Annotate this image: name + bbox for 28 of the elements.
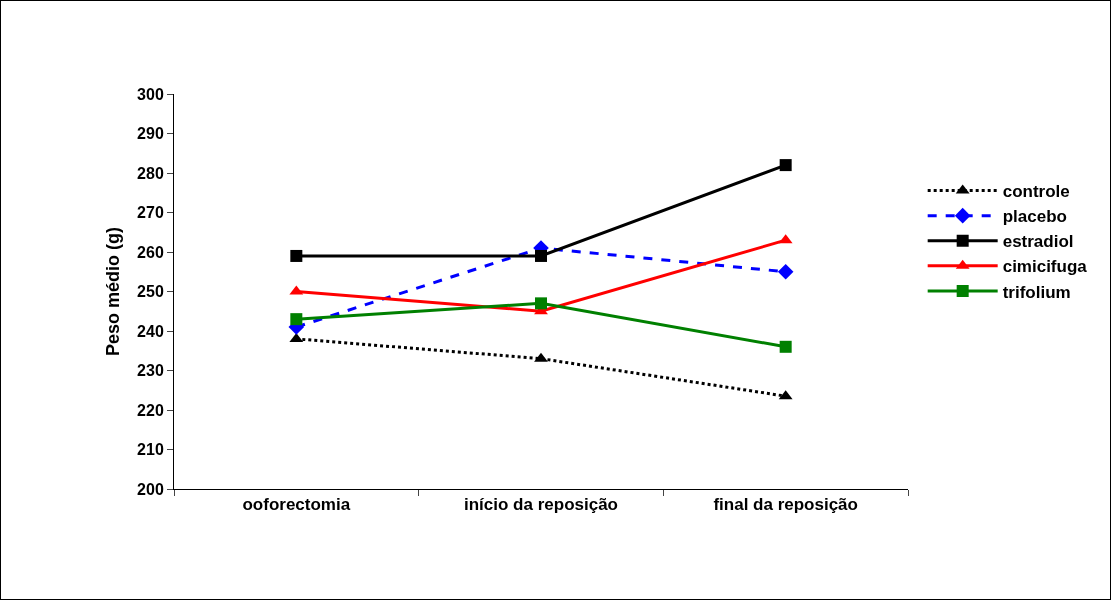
- x-tick-label: final da reposição: [713, 495, 858, 515]
- point: [534, 352, 548, 362]
- y-tick-label: 240: [137, 322, 164, 340]
- y-tick-label: 220: [137, 401, 164, 419]
- x-tick-label: ooforectomia: [242, 495, 351, 515]
- point: [779, 340, 792, 353]
- y-tick-label: 250: [137, 283, 164, 301]
- legend-label: placebo: [1002, 207, 1067, 227]
- legend-label: estradiol: [1002, 232, 1074, 252]
- y-tick-label: 230: [137, 362, 164, 380]
- y-tick-label: 270: [137, 204, 164, 222]
- legend-label: controle: [1002, 182, 1070, 202]
- legend-label: trifolium: [1002, 282, 1071, 302]
- point: [290, 313, 303, 326]
- x-tick-label: início da reposição: [464, 495, 618, 515]
- y-tick-label: 200: [137, 480, 164, 498]
- point: [535, 249, 547, 262]
- point: [535, 297, 547, 310]
- y-tick-label: 210: [137, 441, 164, 459]
- y-tick-label: 290: [137, 125, 164, 143]
- y-tick-label: 300: [137, 85, 164, 103]
- point: [777, 263, 794, 280]
- point: [290, 249, 303, 262]
- legend-label: cimicifuga: [1002, 257, 1088, 277]
- y-tick-label: 280: [137, 164, 164, 182]
- point: [779, 159, 792, 172]
- y-axis-title: Peso médio (g): [103, 226, 124, 357]
- y-tick-label: 260: [137, 243, 164, 261]
